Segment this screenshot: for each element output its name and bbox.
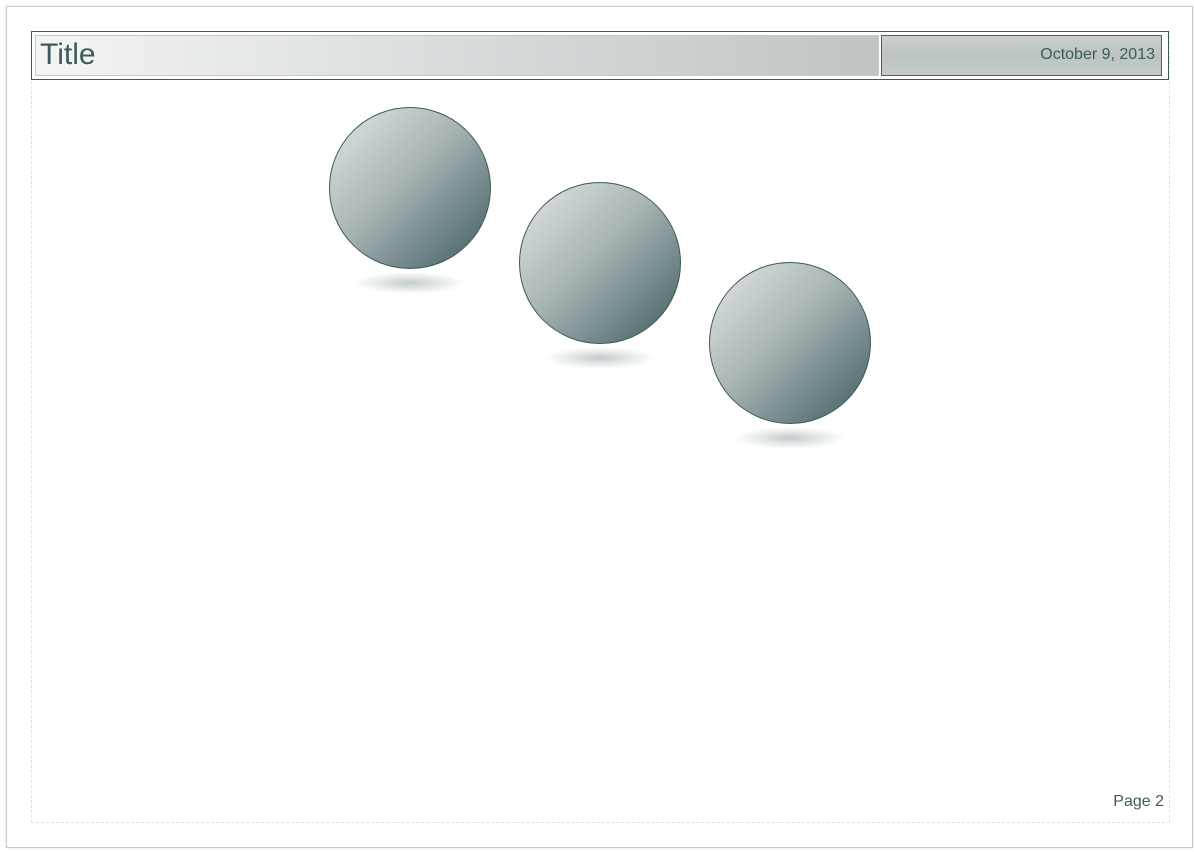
slide-page: Title October 9, 2013 Page 2 [6,6,1193,848]
slide-header: Title October 9, 2013 [31,31,1169,80]
date-box[interactable]: October 9, 2013 [881,35,1162,76]
title-bar[interactable]: Title [35,35,879,76]
slide-date[interactable]: October 9, 2013 [1040,46,1155,63]
sphere[interactable] [519,182,681,344]
sphere-shadow [355,272,465,294]
sphere[interactable] [709,262,871,424]
sphere-shape-3[interactable] [709,262,871,462]
sphere-shape-2[interactable] [519,182,681,382]
sphere-shadow [545,347,655,369]
page-number: Page 2 [1113,793,1164,810]
sphere-shadow [735,427,845,449]
sphere-shape-1[interactable] [329,107,491,307]
content-placeholder [31,31,1170,823]
sphere[interactable] [329,107,491,269]
slide-title[interactable]: Title [40,38,96,71]
